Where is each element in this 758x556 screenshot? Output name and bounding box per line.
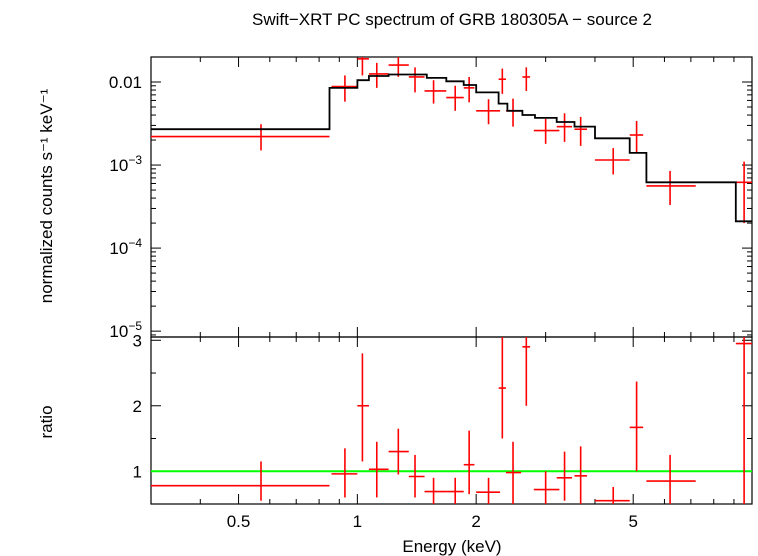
y-tick-label: 10−5 — [109, 319, 142, 341]
data-point — [446, 477, 464, 504]
data-point — [151, 124, 330, 151]
y-tick-label-base: 10 — [109, 239, 128, 258]
data-point — [463, 76, 475, 103]
y-tick-label: 10−4 — [109, 236, 142, 258]
data-point — [594, 148, 630, 175]
data-point — [533, 118, 560, 144]
x-tick-label: 2 — [471, 512, 480, 531]
data-point — [331, 448, 358, 498]
chart-title: Swift−XRT PC spectrum of GRB 180305A − s… — [252, 10, 652, 29]
y-tick-label-exponent: −4 — [128, 236, 142, 250]
data-point — [629, 381, 644, 472]
data-point — [151, 461, 330, 501]
x-tick-label: 1 — [353, 512, 362, 531]
data-point — [424, 477, 447, 504]
y-tick-label-exponent: −3 — [128, 153, 142, 167]
data-point — [368, 441, 389, 498]
data-point — [735, 161, 752, 224]
data-point — [646, 454, 696, 504]
spectrum-frame — [150, 56, 753, 338]
data-point — [556, 113, 573, 142]
data-point — [505, 441, 522, 504]
data-point — [594, 486, 630, 504]
data-point — [522, 67, 531, 91]
y-tick-label: 0.01 — [109, 73, 142, 92]
data-point — [556, 451, 573, 501]
data-point — [357, 353, 369, 462]
data-point — [408, 67, 425, 93]
y-tick-label-base: 0.01 — [109, 73, 142, 92]
data-point — [476, 99, 501, 125]
data-point — [408, 454, 425, 498]
y-tick-label-base: 10 — [109, 322, 128, 341]
y-tick-label-base: 10 — [109, 156, 128, 175]
y-tick-label: 2 — [133, 397, 142, 416]
data-point — [388, 428, 409, 475]
data-point — [357, 57, 369, 76]
x-axis-label: Energy (keV) — [402, 537, 501, 556]
y-tick-label: 1 — [133, 462, 142, 481]
data-point — [629, 120, 644, 153]
y-tick-label-exponent: −5 — [128, 319, 142, 333]
y-tick-label: 3 — [133, 331, 142, 350]
data-point — [646, 170, 696, 206]
data-point — [424, 80, 447, 104]
data-point — [574, 116, 588, 146]
data-point — [498, 337, 506, 439]
x-tick-label: 0.5 — [227, 512, 251, 531]
model-step-line — [151, 73, 752, 223]
data-point — [476, 477, 501, 504]
data-point — [574, 446, 588, 504]
y-axis-label-ratio: ratio — [37, 405, 56, 438]
ratio-panel: 1 2 3 — [133, 331, 753, 505]
data-point — [446, 85, 464, 111]
data-point — [463, 430, 475, 495]
ratio-frame — [150, 336, 753, 505]
data-point — [735, 337, 752, 504]
data-point — [498, 68, 506, 94]
y-tick-label: 10−3 — [109, 153, 142, 175]
y-axis-label-spectrum: normalized counts s⁻¹ keV⁻¹ — [37, 88, 56, 303]
x-tick-label: 5 — [628, 512, 637, 531]
data-point — [522, 337, 531, 406]
data-point — [533, 471, 560, 504]
